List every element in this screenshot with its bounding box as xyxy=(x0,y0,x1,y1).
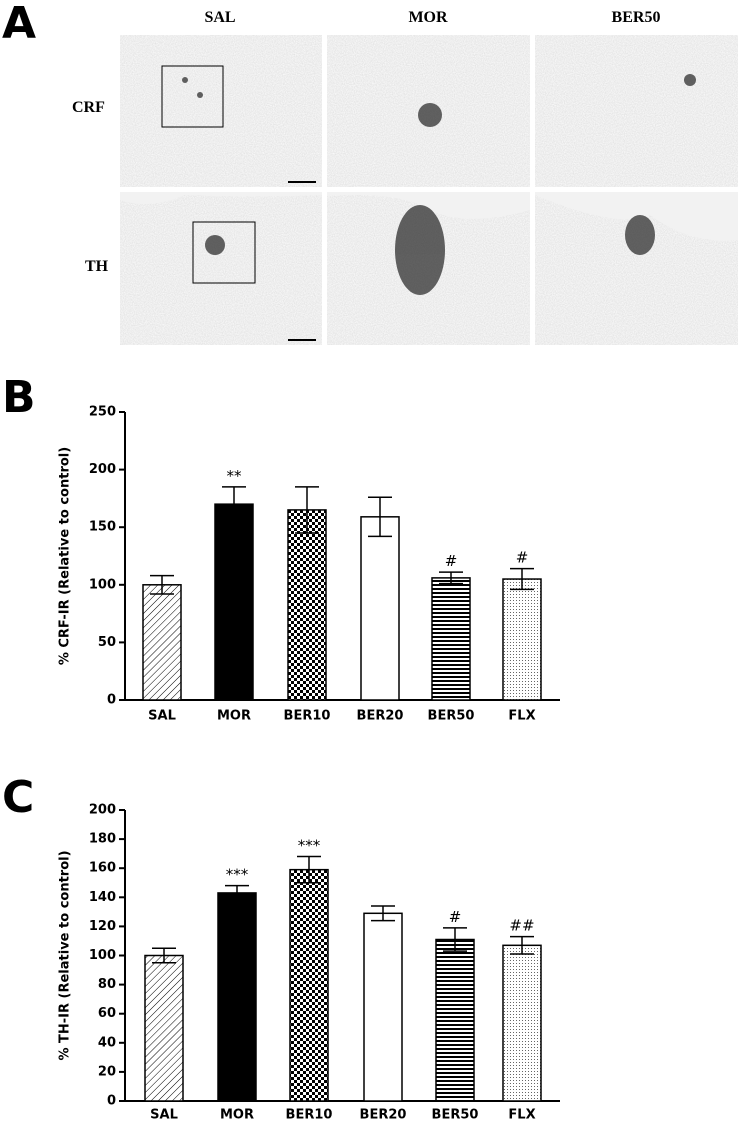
micrographs xyxy=(120,35,738,345)
error-bar xyxy=(439,571,463,585)
x-tick-label: BER20 xyxy=(360,1108,407,1122)
x-tick-label: BER20 xyxy=(357,709,404,724)
annotation: # xyxy=(449,908,462,926)
annotation: *** xyxy=(226,866,249,884)
x-tick-label: MOR xyxy=(220,1108,254,1122)
y-tick-label: 140 xyxy=(89,890,116,905)
error-bar xyxy=(150,574,174,595)
error-bar xyxy=(152,947,176,964)
x-tick-label: SAL xyxy=(150,1108,178,1122)
error-bar xyxy=(295,486,319,534)
y-tick-label: 40 xyxy=(98,1035,116,1050)
bar xyxy=(289,868,329,1102)
bar xyxy=(214,503,254,701)
x-tick-label: BER50 xyxy=(428,709,475,724)
y-tick-label: 50 xyxy=(98,635,116,650)
column-label: BER50 xyxy=(612,9,661,26)
y-tick-label: 0 xyxy=(107,693,116,708)
x-tick-label: FLX xyxy=(508,1108,535,1122)
annotation: # xyxy=(445,552,458,570)
row-label: CRF xyxy=(72,99,105,116)
x-tick-label: BER10 xyxy=(284,709,331,724)
y-tick-label: 180 xyxy=(89,832,116,847)
error-bar xyxy=(225,884,249,901)
y-tick-label: 250 xyxy=(89,405,116,420)
column-label: SAL xyxy=(204,9,235,26)
x-tick-label: BER10 xyxy=(286,1108,333,1122)
bar xyxy=(144,954,184,1102)
x-tick-label: SAL xyxy=(148,709,176,724)
annotation: ** xyxy=(227,467,243,485)
bar xyxy=(287,509,327,701)
y-tick-label: 150 xyxy=(89,520,116,535)
bar xyxy=(435,938,475,1102)
bar xyxy=(502,578,542,701)
error-bar xyxy=(368,496,392,538)
bar xyxy=(363,912,403,1102)
y-tick-label: 20 xyxy=(98,1064,116,1079)
error-bar xyxy=(443,927,467,952)
x-tick-label: MOR xyxy=(217,709,251,724)
error-bar xyxy=(222,486,246,523)
panel-label: B xyxy=(2,372,36,423)
error-bar xyxy=(297,855,321,884)
panel-label: C xyxy=(2,772,34,823)
y-tick-label: 60 xyxy=(98,1006,116,1021)
y-axis-label: % TH-IR (Relative to control) xyxy=(58,850,73,1060)
panel-label: A xyxy=(2,0,36,49)
y-tick-label: 80 xyxy=(98,977,116,992)
annotation: *** xyxy=(298,837,321,855)
y-tick-label: 160 xyxy=(89,861,116,876)
annotation: # xyxy=(516,549,529,567)
y-tick-label: 100 xyxy=(89,577,116,592)
y-tick-label: 120 xyxy=(89,919,116,934)
error-bar xyxy=(371,905,395,922)
bar xyxy=(502,944,542,1102)
annotation: ## xyxy=(509,917,534,935)
bar xyxy=(142,584,182,701)
x-tick-label: FLX xyxy=(508,709,535,724)
column-label: MOR xyxy=(408,9,448,26)
y-axis-label: % CRF-IR (Relative to control) xyxy=(58,447,73,665)
y-tick-label: 0 xyxy=(107,1094,116,1109)
row-label: TH xyxy=(85,258,109,275)
error-bar xyxy=(510,935,534,955)
error-bar xyxy=(510,567,534,591)
y-tick-label: 200 xyxy=(89,803,116,818)
bar xyxy=(431,577,471,701)
y-tick-label: 200 xyxy=(89,462,116,477)
x-tick-label: BER50 xyxy=(432,1108,479,1122)
bar xyxy=(360,516,400,701)
y-tick-label: 100 xyxy=(89,948,116,963)
bar xyxy=(217,892,257,1102)
